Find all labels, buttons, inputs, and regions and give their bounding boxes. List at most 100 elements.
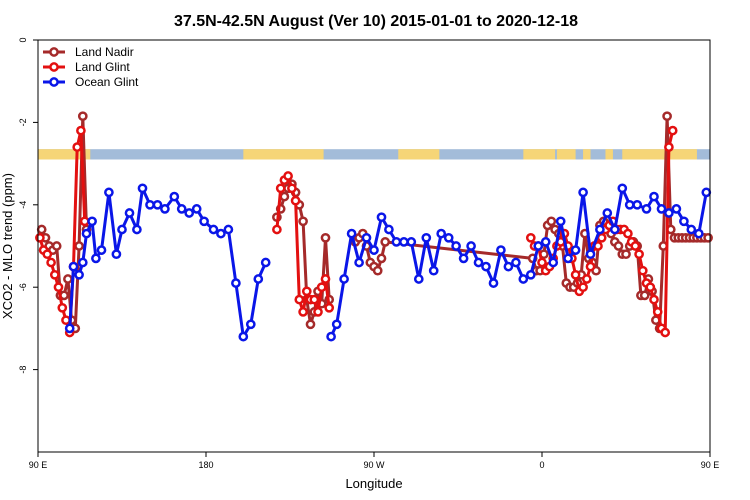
land-glint-point: [630, 241, 641, 251]
ocean-glint-point: [238, 331, 249, 342]
ocean-glint-point: [473, 257, 484, 268]
ocean-glint-point: [91, 253, 101, 264]
ocean-glint-point: [488, 278, 499, 288]
legend-item-land-glint: Land Glint: [43, 60, 130, 74]
ocean-glint-point: [145, 199, 155, 210]
land-glint-point: [275, 183, 286, 194]
land-glint-point: [42, 249, 53, 260]
ocean-glint-point: [260, 257, 271, 268]
ocean-glint-point: [132, 224, 142, 235]
x-tick-label: 90 E: [701, 460, 720, 470]
land-nadir-point: [372, 265, 383, 276]
land-glint-point: [79, 216, 90, 227]
land-nadir-point: [662, 111, 672, 122]
ocean-glint-point: [68, 261, 79, 272]
ocean-glint-point: [77, 257, 88, 268]
land-nadir-point: [74, 241, 84, 251]
ocean-glint-point: [570, 245, 581, 255]
land-segment-5: [583, 149, 591, 160]
land-glint-point: [301, 286, 312, 297]
land-nadir-point: [279, 191, 290, 202]
land-glint-point: [313, 307, 323, 317]
ocean-glint-point: [595, 224, 605, 235]
land-glint-point: [72, 142, 83, 152]
land-glint-point: [46, 257, 56, 268]
land-glint-point: [309, 294, 320, 305]
ocean-glint-point: [231, 278, 241, 288]
land-glint-point: [35, 232, 45, 243]
ocean-glint-point: [693, 228, 704, 239]
ocean-glint-point: [399, 237, 409, 247]
ocean-glint-point: [443, 232, 454, 243]
ocean-band: [38, 149, 710, 160]
ocean-glint-point: [74, 269, 84, 280]
land-glint-point: [49, 269, 60, 280]
land-glint-point: [316, 282, 327, 293]
ocean-glint-point: [376, 212, 387, 223]
land-segment-1: [243, 149, 324, 160]
ocean-glint-point: [641, 204, 652, 214]
ocean-glint-point: [391, 237, 402, 247]
ocean-glint-point: [216, 228, 226, 239]
ocean-glint-point: [152, 199, 163, 210]
ocean-glint-point: [111, 249, 122, 260]
ocean-glint-point: [191, 204, 202, 214]
x-tick-label: 180: [198, 460, 213, 470]
ocean-glint-point: [117, 224, 127, 235]
land-glint-point: [578, 282, 588, 293]
legend-item-ocean-glint: Ocean Glint: [43, 75, 139, 89]
land-glint-point: [634, 249, 644, 260]
ocean-glint-point: [525, 269, 536, 280]
legend-marker: [49, 62, 59, 72]
ocean-glint-point: [428, 265, 439, 276]
ocean-glint-point: [555, 216, 566, 227]
ocean-glint-point: [548, 257, 559, 268]
land-glint-point: [298, 307, 308, 317]
ocean-glint-point: [481, 261, 491, 272]
ocean-glint-point: [354, 257, 364, 268]
land-glint-point: [623, 228, 633, 239]
land-glint-point: [76, 125, 86, 136]
ocean-glint-point: [223, 224, 234, 235]
y-axis: 0 -2 -4 -6 -8: [18, 37, 38, 374]
land-glint-point: [637, 265, 648, 276]
ocean-glint-point: [496, 245, 506, 255]
ocean-glint-point: [339, 274, 349, 284]
ocean-glint-point: [563, 253, 573, 264]
ocean-glint-point: [609, 224, 620, 235]
ocean-glint-point: [511, 257, 521, 268]
legend-label: Land Nadir: [75, 45, 134, 59]
land-segment-2: [398, 149, 440, 160]
ocean-glint-point: [369, 245, 379, 255]
ocean-glint-point: [656, 204, 667, 214]
ocean-glint-point: [617, 183, 628, 194]
legend-label: Land Glint: [75, 60, 130, 74]
legend-label: Ocean Glint: [75, 75, 139, 89]
y-tick-label: -6: [18, 283, 28, 291]
ocean-glint-point: [466, 241, 476, 251]
ocean-glint-point: [518, 274, 529, 284]
land-glint-point: [649, 294, 659, 305]
land-glint-point: [53, 282, 64, 293]
land-nadir-point: [639, 290, 650, 301]
legend-marker: [49, 77, 59, 87]
ocean-glint-point: [533, 241, 544, 251]
series-ocean-glint: [64, 183, 712, 342]
land-glint-point: [652, 307, 663, 317]
ocean-glint-point: [384, 224, 394, 235]
land-nadir-point: [613, 241, 624, 251]
land-glint-point: [525, 232, 536, 243]
ocean-glint-point: [208, 224, 219, 235]
x-tick-label: 90 W: [363, 460, 385, 470]
land-glint-point: [320, 274, 331, 284]
y-tick-label: -4: [18, 201, 28, 209]
ocean-glint-point: [503, 261, 514, 272]
ocean-glint-point: [253, 274, 264, 284]
x-tick-label: 0: [539, 460, 544, 470]
ocean-glint-point: [421, 232, 432, 243]
land-glint-point: [667, 125, 678, 136]
ocean-glint-point: [632, 199, 643, 210]
land-nadir-point: [546, 216, 557, 227]
land-glint-point: [660, 327, 671, 338]
